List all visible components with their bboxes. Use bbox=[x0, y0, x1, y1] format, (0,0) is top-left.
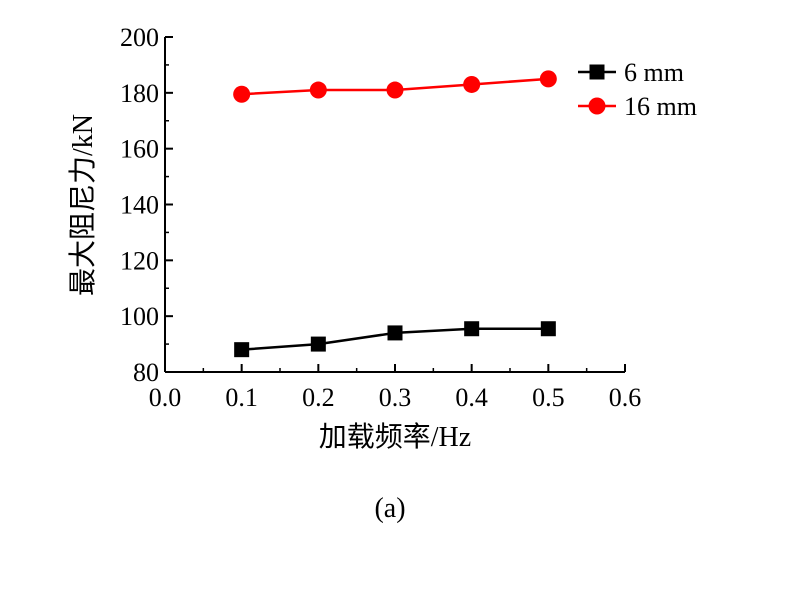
data-point bbox=[234, 342, 250, 358]
data-point bbox=[233, 85, 251, 103]
x-tick-label: 0.0 bbox=[149, 383, 182, 412]
data-point bbox=[309, 81, 327, 99]
y-tick-label: 140 bbox=[120, 191, 159, 220]
legend-item: 16 mm bbox=[578, 92, 697, 121]
x-tick-label: 0.6 bbox=[609, 383, 642, 412]
data-point bbox=[540, 321, 556, 337]
x-tick-label: 0.3 bbox=[379, 383, 412, 412]
x-tick-label: 0.4 bbox=[455, 383, 488, 412]
x-axis-label: 加载频率/Hz bbox=[319, 421, 471, 453]
legend-marker bbox=[588, 97, 606, 115]
legend-label: 16 mm bbox=[624, 92, 697, 121]
data-point bbox=[387, 325, 403, 341]
data-point bbox=[464, 321, 480, 337]
series-6-mm bbox=[234, 321, 556, 358]
y-tick-label: 200 bbox=[120, 23, 159, 52]
y-tick-label: 100 bbox=[120, 302, 159, 331]
legend-marker bbox=[589, 64, 605, 80]
y-tick-label: 160 bbox=[120, 135, 159, 164]
x-tick-label: 0.1 bbox=[225, 383, 258, 412]
x-tick-label: 0.2 bbox=[302, 383, 335, 412]
y-tick-label: 180 bbox=[120, 79, 159, 108]
data-point bbox=[310, 336, 326, 352]
legend-label: 6 mm bbox=[624, 58, 684, 87]
figure-caption: (a) bbox=[374, 493, 405, 524]
data-point bbox=[386, 81, 404, 99]
y-tick-label: 120 bbox=[120, 246, 159, 275]
series-16-mm bbox=[233, 70, 557, 103]
y-tick-label: 80 bbox=[133, 358, 159, 387]
axes: 0.0 0.1 0.2 0.3 0.4 0.5 0.6 80 100 120 140 160 180 20… bbox=[120, 23, 641, 412]
data-point bbox=[463, 75, 481, 93]
data-point bbox=[539, 70, 557, 88]
legend-item: 6 mm bbox=[578, 58, 684, 87]
series-layer bbox=[233, 70, 557, 358]
y-axis-label: 最大阻尼力/kN bbox=[67, 114, 99, 296]
x-tick-label: 0.5 bbox=[532, 383, 565, 412]
legend: 6 mm 16 mm bbox=[578, 58, 697, 121]
